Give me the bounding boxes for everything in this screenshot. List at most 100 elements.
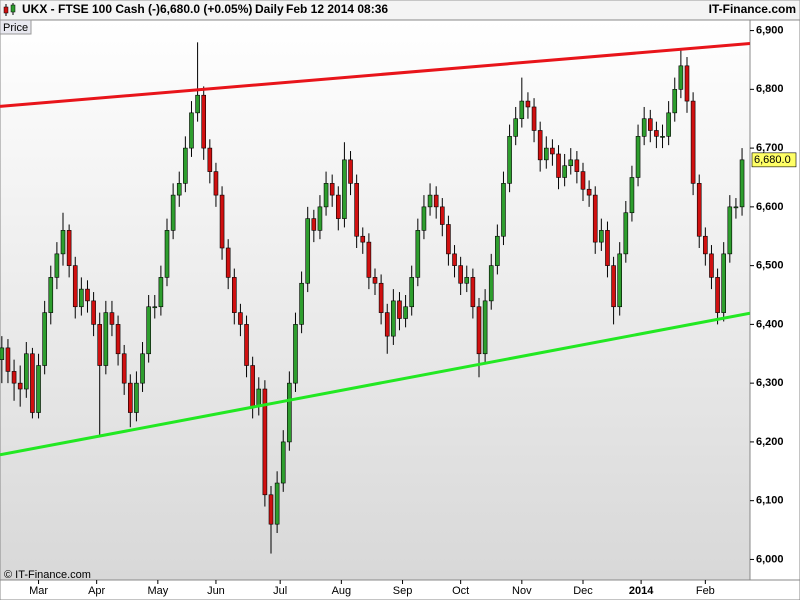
- y-tick-label: 6,100: [756, 495, 784, 507]
- candle-body: [709, 253, 714, 278]
- candle-body: [372, 277, 378, 284]
- candle-body: [128, 382, 133, 413]
- candle-body: [11, 371, 17, 384]
- header-title: UKX - FTSE 100 Cash (-): [22, 2, 160, 16]
- candle-body: [299, 282, 304, 325]
- panel-label: Price: [3, 22, 28, 34]
- candle-body: [391, 300, 396, 337]
- candle-body: [452, 253, 457, 266]
- candle-body: [599, 230, 604, 243]
- candle-body: [268, 494, 274, 525]
- y-tick-label: 6,300: [756, 377, 784, 389]
- x-tick-label: Sep: [393, 585, 413, 597]
- last-price-box: [751, 152, 797, 168]
- candle-body: [85, 288, 90, 302]
- y-tick-label: 6,800: [756, 83, 784, 95]
- candle-body: [238, 312, 243, 325]
- candle-body: [427, 194, 433, 208]
- candle-body: [256, 388, 262, 407]
- candle-body: [152, 306, 158, 309]
- candle-body: [672, 89, 678, 114]
- candle-body: [164, 230, 170, 278]
- candle-body: [476, 306, 482, 355]
- candle-body: [262, 388, 268, 496]
- y-tick-label: 6,000: [756, 553, 784, 565]
- candle-body: [158, 277, 164, 308]
- candle-body: [488, 265, 494, 302]
- candle-body: [470, 277, 476, 308]
- candle-body: [329, 183, 335, 196]
- x-tick-label: 2014: [629, 585, 654, 597]
- candle-body: [562, 165, 567, 178]
- candle-body: [739, 159, 745, 208]
- candle-body: [715, 277, 720, 313]
- candle-body: [568, 159, 574, 167]
- y-tick-label: 6,400: [756, 318, 784, 330]
- candle-body: [5, 347, 11, 372]
- candle-body: [213, 171, 219, 196]
- candle-body: [335, 194, 341, 219]
- candle-body: [317, 206, 323, 231]
- candle-body: [623, 212, 629, 255]
- candle-body: [183, 147, 188, 184]
- candle-body: [556, 153, 561, 178]
- candle-body: [397, 300, 402, 319]
- candle-body: [678, 65, 684, 90]
- header-icon: [3, 3, 16, 16]
- candle-body: [91, 300, 96, 325]
- candle-body: [274, 482, 280, 525]
- candle-body: [446, 224, 451, 255]
- candle-body: [519, 100, 525, 120]
- candle-body: [384, 312, 390, 337]
- x-tick-label: May: [147, 585, 168, 597]
- candle-body: [146, 306, 151, 355]
- candle-body: [48, 277, 54, 313]
- candle-body: [482, 300, 488, 355]
- candle-body: [115, 324, 121, 355]
- candle-body: [647, 118, 653, 131]
- candle-body: [176, 183, 182, 196]
- plot: [0, 42, 750, 554]
- candle-body: [189, 112, 194, 149]
- candle-body: [543, 147, 549, 161]
- candle-body: [507, 136, 512, 184]
- candle-body: [525, 100, 531, 108]
- x-tick-label: Apr: [88, 585, 105, 597]
- candle-body: [684, 65, 690, 102]
- candle-body: [24, 353, 29, 390]
- candle-body: [287, 382, 292, 443]
- candle-body: [293, 324, 298, 384]
- x-tick-label: Oct: [452, 585, 469, 597]
- candle-body: [617, 253, 622, 308]
- candle-body: [580, 171, 586, 190]
- candle-body: [415, 230, 421, 278]
- candle-body: [250, 365, 255, 407]
- candle-body: [225, 247, 231, 278]
- plot-area: [0, 19, 751, 581]
- candle-body: [464, 277, 470, 284]
- header-brand: IT-Finance.com: [709, 2, 796, 16]
- candle-body: [280, 441, 286, 484]
- x-tick-label: Dec: [573, 585, 593, 597]
- candle-body: [42, 312, 47, 366]
- x-tick-label: Mar: [29, 585, 48, 597]
- y-tick-label: 6,500: [756, 260, 784, 272]
- candle-body: [348, 159, 353, 184]
- candle-body: [0, 347, 5, 360]
- x-tick-label: Jun: [207, 585, 225, 597]
- candle-body: [311, 218, 317, 231]
- candle-body: [305, 218, 311, 284]
- candle-body: [54, 253, 60, 278]
- candle-body: [103, 312, 109, 366]
- candle-body: [629, 177, 635, 214]
- y-axis-area: [749, 19, 800, 581]
- candle-body: [439, 206, 445, 225]
- candle-body: [635, 136, 641, 178]
- candle-body: [360, 235, 366, 243]
- candle-body: [690, 100, 696, 184]
- candle-body: [244, 324, 249, 366]
- candle-body: [201, 94, 207, 149]
- candle-body: [495, 235, 500, 266]
- candle-body: [354, 183, 359, 237]
- candle-body: [323, 183, 329, 208]
